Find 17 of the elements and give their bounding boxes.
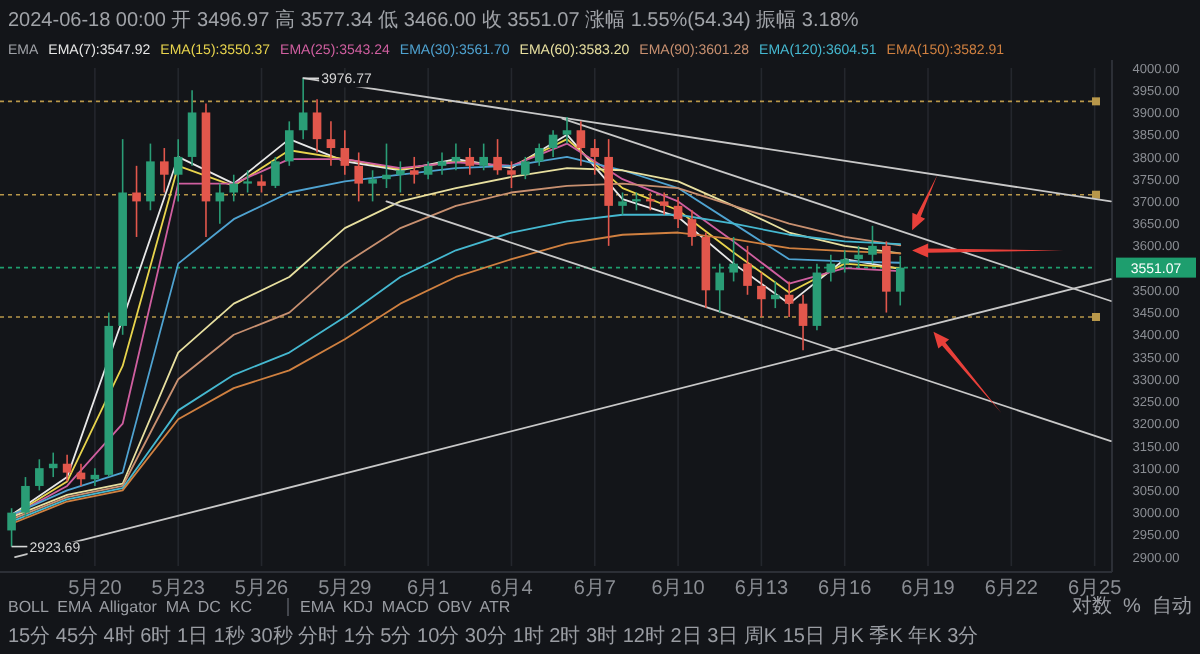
- text: 15分 45分 4时 6时 1日 1秒 30秒 分时 1分 5分 10分 30分 1时 2时 3时 12时 2日 3日 周K 15日 月K 季K 年K 3分: [8, 624, 979, 648]
- x-tick-label: 6月4: [490, 578, 534, 600]
- x-tick-label: 6月22: [984, 578, 1039, 600]
- x-tick-label: 5月20: [68, 578, 123, 600]
- text: 对数 % 自动: [1071, 594, 1192, 618]
- x-tick-label: 6月1: [407, 578, 451, 600]
- text: EMA KDJ MACD OBV ATR: [300, 598, 511, 616]
- x-tick-label: 6月13: [734, 578, 789, 600]
- x-tick-label: 6月19: [901, 578, 956, 600]
- x-tick-label: 5月26: [234, 578, 290, 600]
- text: BOLL EMA Alligator MA DC KC: [8, 598, 253, 616]
- text: 2024-06-18 00:00 开 3496.97 高 3577.34 低 3466.00 收 3551.07 涨幅 1.55%(54.34) 振幅 3.18%: [8, 8, 859, 32]
- x-tick-label: 6月16: [818, 578, 873, 600]
- x-tick-label: 6月10: [651, 578, 706, 600]
- x-tick-label: 5月23: [151, 578, 206, 600]
- x-tick-label: 5月29: [318, 578, 373, 600]
- x-tick-label: 6月7: [573, 578, 617, 600]
